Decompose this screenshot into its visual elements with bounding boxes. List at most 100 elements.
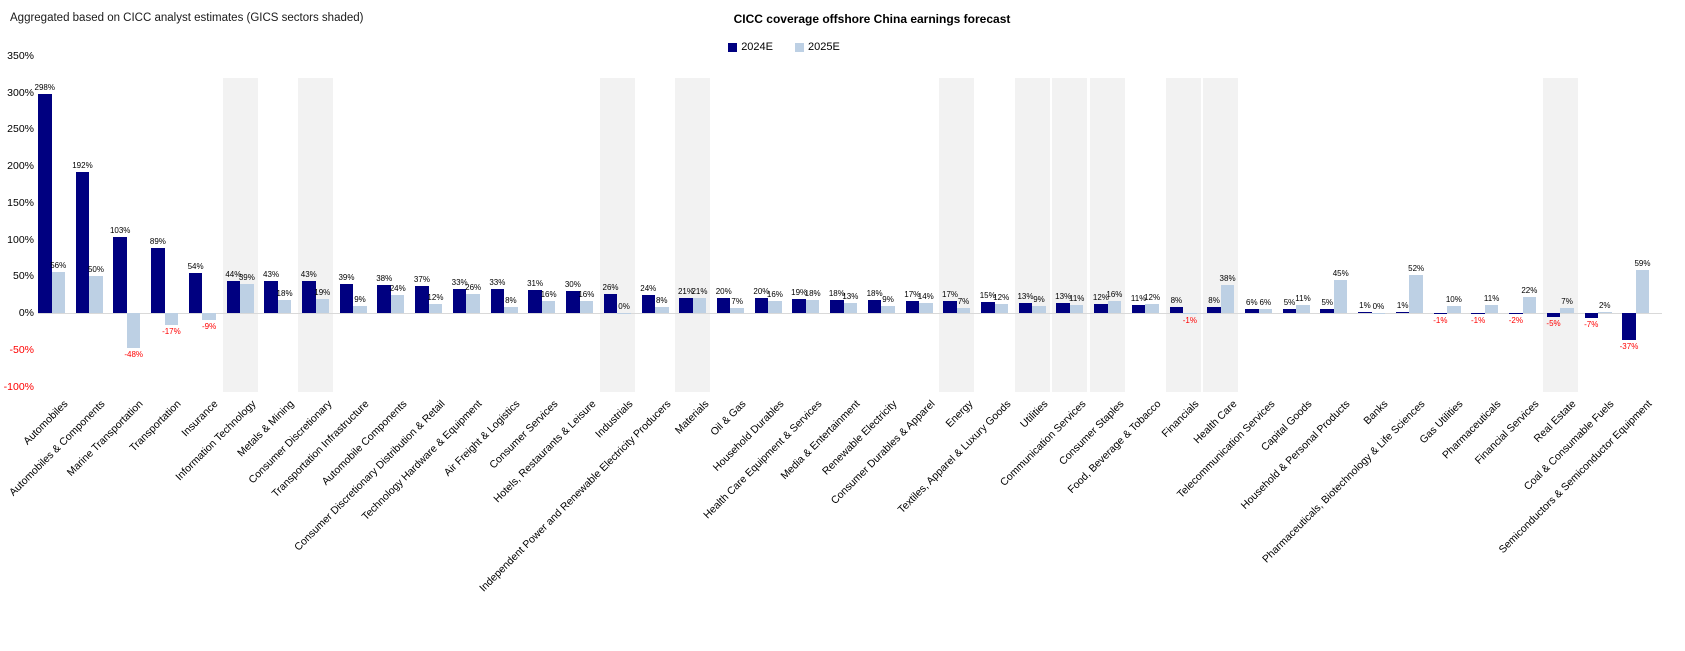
chart-legend: 2024E 2025E — [534, 41, 1034, 53]
bar-2025e — [1107, 301, 1122, 313]
x-axis-label: Materials — [672, 398, 712, 437]
bar-2024e — [38, 93, 52, 313]
value-label-2024e: 18% — [828, 288, 845, 298]
value-label-2024e: 5% — [1321, 298, 1333, 308]
value-label-2024e: 33% — [489, 277, 506, 287]
bar-2025e — [315, 299, 330, 313]
value-label-2024e: 18% — [866, 288, 883, 298]
bar-2025e — [353, 306, 367, 313]
x-axis-label: Household & Personal Products — [1238, 398, 1353, 512]
x-axis-label: Telecommunication Services — [1174, 398, 1278, 501]
gics-sector-shading — [298, 78, 334, 392]
bar-2024e — [113, 237, 127, 313]
value-label-2025e: 10% — [1445, 294, 1462, 304]
value-label-2024e: 38% — [376, 274, 393, 284]
value-label-2024e: 19% — [791, 288, 808, 298]
value-label-2024e: 5% — [1283, 298, 1296, 308]
value-label-2024e: -5% — [1546, 318, 1561, 328]
x-axis-label: Energy — [943, 398, 976, 431]
value-label-2024e: 15% — [979, 290, 996, 300]
value-label-2025e: 16% — [540, 290, 557, 300]
value-label-2025e: 39% — [238, 273, 255, 283]
x-axis-label: Communication Services — [997, 398, 1089, 489]
x-axis-label: Household Durables — [710, 398, 787, 474]
x-axis-label: Consumer Discretionary — [245, 398, 335, 487]
y-axis-tick: -100% — [3, 380, 34, 393]
value-label-2025e: 14% — [917, 291, 934, 301]
value-label-2024e: 6% — [1246, 297, 1258, 307]
bar-2025e — [579, 301, 594, 313]
bar-2025e — [1296, 304, 1310, 313]
value-label-2024e: 103% — [109, 226, 131, 236]
x-axis-label: Consumer Durables & Apparel — [828, 398, 938, 507]
value-label-2024e: 1% — [1359, 301, 1371, 311]
bar-2025e — [919, 302, 933, 313]
x-axis-label: Gas Utilities — [1417, 398, 1466, 447]
bar-2024e — [377, 285, 391, 313]
bar-2024e — [1471, 313, 1485, 314]
bar-2024e — [679, 297, 693, 313]
value-label-2024e: 13% — [1055, 292, 1072, 302]
value-label-2025e: 11% — [1068, 293, 1085, 303]
x-axis-label: Utilities — [1018, 398, 1051, 431]
bar-2024e — [716, 298, 731, 313]
bar-2024e — [75, 171, 90, 313]
x-axis-label: Real Estate — [1531, 398, 1579, 445]
gics-sector-shading — [675, 78, 711, 392]
value-label-2024e: -1% — [1433, 315, 1448, 325]
x-axis-label: Financials — [1159, 398, 1202, 440]
bar-2024e — [1245, 308, 1259, 313]
value-label-2024e: 31% — [527, 279, 544, 289]
value-label-2024e: 39% — [338, 273, 355, 283]
value-label-2025e: 11% — [1483, 293, 1500, 303]
value-label-2024e: -1% — [1470, 315, 1486, 325]
value-label-2025e: 56% — [50, 260, 67, 270]
legend-swatch-2024e — [728, 42, 738, 52]
y-axis-tick: 0% — [18, 307, 34, 319]
value-label-2025e: 0% — [618, 302, 630, 311]
value-label-2024e: 20% — [715, 287, 732, 297]
value-label-2024e: 24% — [640, 284, 657, 294]
bar-2025e — [1635, 269, 1650, 313]
value-label-2025e: 19% — [314, 288, 331, 298]
bar-2024e — [754, 298, 769, 313]
value-label-2025e: 11% — [1295, 293, 1311, 303]
value-label-2025e: 8% — [505, 296, 517, 306]
y-axis-tick: 250% — [7, 123, 34, 136]
bar-2025e — [692, 297, 707, 313]
x-axis-label: Independent Power and Renewable Electric… — [477, 398, 674, 595]
value-label-2024e: 298% — [34, 82, 55, 92]
x-axis-label: Pharmaceuticals — [1439, 398, 1504, 462]
x-axis-label: Semiconductors & Semiconductor Equipment — [1496, 398, 1655, 556]
value-label-2025e: 16% — [766, 290, 783, 300]
x-axis-label: Food, Beverage & Tobacco — [1065, 398, 1164, 496]
bar-2024e — [1094, 304, 1108, 313]
bar-2024e — [1320, 309, 1334, 313]
bar-2024e — [1207, 307, 1221, 313]
x-axis-label: Consumer Services — [487, 398, 561, 472]
x-axis-label: Renewable Electricity — [820, 398, 900, 478]
value-label-2025e: 7% — [957, 296, 970, 306]
bar-2024e — [603, 293, 618, 313]
x-axis-label: Media & Entertainment — [778, 398, 863, 483]
value-label-2025e: 6% — [1259, 297, 1272, 307]
value-label-2025e: 22% — [1521, 285, 1538, 295]
bar-2024e — [1169, 307, 1184, 313]
x-axis-label: Financial Services — [1472, 398, 1542, 467]
bar-2024e — [1395, 312, 1410, 313]
value-label-2024e: 21% — [677, 286, 694, 296]
bar-2025e — [1560, 307, 1574, 313]
x-axis-label: Textiles, Apparel & Luxury Goods — [895, 398, 1013, 516]
bar-2025e — [1409, 274, 1423, 313]
bar-2024e — [490, 288, 505, 313]
value-label-2025e: 9% — [1033, 295, 1045, 305]
bar-2024e — [226, 280, 241, 313]
x-axis-label: Pharmaceuticals, Biotechnology & Life Sc… — [1260, 398, 1428, 566]
bar-2025e — [240, 284, 254, 313]
bar-2025e — [1069, 304, 1084, 313]
bar-2024e — [1282, 309, 1297, 313]
x-axis-label: Health Care — [1191, 398, 1240, 447]
bar-2025e — [1371, 313, 1386, 314]
value-label-2024e: 20% — [753, 287, 770, 297]
value-label-2024e: 12% — [1092, 293, 1109, 303]
